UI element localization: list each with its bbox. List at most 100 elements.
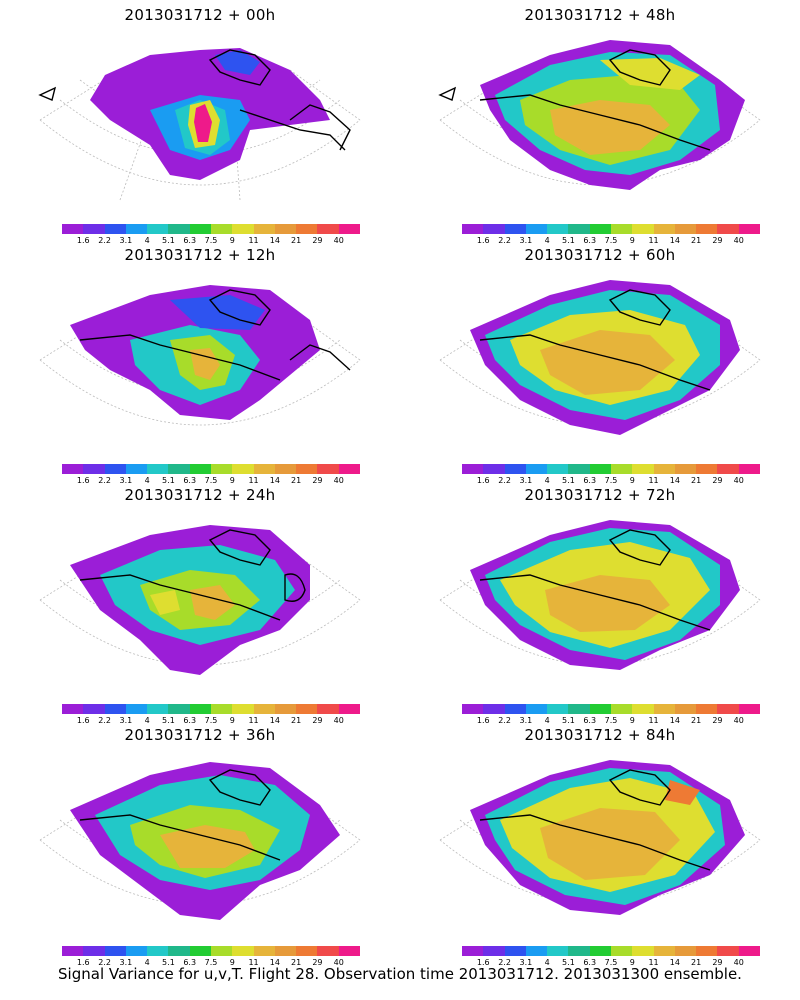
colorbar-tick-label: 2.2 [498, 958, 511, 967]
colorbar-tick-label: 2.2 [498, 716, 511, 725]
colorbar-swatch [317, 946, 339, 956]
colorbar-tick-label: 2.2 [98, 958, 111, 967]
colorbar-swatch [210, 946, 233, 956]
colorbar-swatch [296, 704, 318, 714]
colorbar-tick-label: 1.6 [476, 958, 490, 967]
colorbar-swatch [104, 946, 126, 956]
colorbar-swatch [547, 464, 569, 474]
colorbar-swatch [104, 704, 126, 714]
colorbar-swatch [589, 224, 611, 234]
colorbar-labels: 1.6 2.2 3.1 4 5.1 6.3 7.5 9 11 14 21 29 40 [62, 958, 360, 968]
colorbar-swatch [232, 704, 254, 714]
colorbar-swatch [104, 224, 126, 234]
colorbar-tick-label: 14 [669, 476, 680, 485]
colorbar-swatch [717, 464, 739, 474]
colorbar-tick-label: 4 [144, 958, 150, 967]
colorbar-tick-label: 29 [712, 476, 723, 485]
colorbar-swatch [674, 464, 697, 474]
colorbar-tick-label: 9 [629, 716, 635, 725]
colorbar-tick-label: 1.6 [476, 476, 490, 485]
colorbar-tick-label: 3.1 [119, 958, 133, 967]
colorbar-swatch [125, 464, 148, 474]
colorbar-swatch [189, 704, 211, 714]
colorbar-tick-label: 5.1 [162, 716, 175, 725]
colorbar-swatch [83, 704, 105, 714]
colorbar-tick-label: 14 [669, 716, 680, 725]
colorbar-swatch [610, 946, 633, 956]
colorbar-swatch [674, 946, 697, 956]
colorbar-tick-label: 21 [691, 476, 702, 485]
panel-title: 2013031712 + 72h [524, 486, 676, 504]
colorbar-tick-label: 6.3 [183, 716, 197, 725]
colorbar-swatch [274, 224, 297, 234]
colorbar-swatch [168, 946, 190, 956]
colorbar-swatch [83, 464, 105, 474]
colorbar-tick-label: 2.2 [498, 236, 511, 245]
colorbar-swatch [210, 704, 233, 714]
colorbar-swatch [610, 224, 633, 234]
colorbar-swatch [610, 704, 633, 714]
colorbar-tick-label: 6.3 [583, 476, 597, 485]
figure-caption: Signal Variance for u,v,T. Flight 28. Ob… [58, 965, 742, 983]
colorbar-swatch [232, 464, 254, 474]
map-panel-48h: 2013031712 + 48h 1.6 2.2 3.1 4 5.1 6.3 7.5 9 11 1… [400, 0, 800, 245]
colorbar-swatch [462, 946, 484, 956]
colorbar-tick-label: 21 [691, 716, 702, 725]
colorbar-swatch [717, 224, 739, 234]
colorbar-swatch [483, 464, 505, 474]
colorbar-swatch [696, 946, 718, 956]
map-panel-84h: 2013031712 + 84h 1.6 2.2 3.1 4 5.1 6.3 7.5 9 11 1… [400, 720, 800, 967]
colorbar-tick-label: 1.6 [476, 236, 490, 245]
colorbar-swatch [338, 224, 360, 234]
colorbar-tick-label: 40 [333, 716, 344, 725]
colorbar-tick-label: 7.5 [604, 236, 618, 245]
colorbar-tick-label: 21 [291, 716, 302, 725]
colorbar-swatch [147, 464, 169, 474]
map-panel-12h: 2013031712 + 12h 1.6 2.2 3.1 4 5.1 6.3 7.5 9 11 1… [0, 240, 400, 485]
colorbar-swatch [632, 704, 654, 714]
colorbar-tick-label: 3.1 [519, 236, 533, 245]
colorbar-swatch [253, 946, 275, 956]
colorbar-tick-label: 21 [291, 476, 302, 485]
colorbar-swatch [632, 464, 654, 474]
colorbar-tick-label: 7.5 [604, 476, 618, 485]
colorbar-swatch [62, 946, 84, 956]
colorbar-swatch [738, 704, 760, 714]
colorbar-tick-label: 3.1 [519, 716, 533, 725]
map-panel-72h: 2013031712 + 72h 1.6 2.2 3.1 4 5.1 6.3 7.5 9 11 1… [400, 480, 800, 725]
colorbar-tick-label: 21 [291, 958, 302, 967]
colorbar-swatch [189, 224, 211, 234]
colorbar-swatch [125, 224, 148, 234]
colorbar-swatch [62, 704, 84, 714]
colorbar-tick-label: 11 [248, 716, 259, 725]
colorbar-swatch [125, 946, 148, 956]
colorbar-tick-label: 2.2 [98, 716, 111, 725]
colorbar-swatch [253, 224, 275, 234]
colorbar-swatch [504, 946, 526, 956]
colorbar-swatch [483, 946, 505, 956]
colorbar-tick-label: 14 [669, 236, 680, 245]
colorbar-swatch [317, 224, 339, 234]
colorbar-swatch [338, 704, 360, 714]
colorbar-swatch [317, 464, 339, 474]
colorbar-tick-label: 7.5 [204, 236, 218, 245]
colorbar-tick-label: 4 [144, 236, 150, 245]
colorbar-swatch [147, 224, 169, 234]
colorbar-swatch [232, 224, 254, 234]
colorbar-tick-label: 21 [691, 958, 702, 967]
colorbar-tick-label: 5.1 [562, 958, 575, 967]
colorbar-labels: 1.6 2.2 3.1 4 5.1 6.3 7.5 9 11 14 21 29 40 [62, 476, 360, 486]
variance-map-48h [438, 40, 761, 190]
colorbar-tick-label: 29 [312, 236, 323, 245]
variance-map-00h [38, 48, 361, 201]
colorbar-swatch [696, 224, 718, 234]
colorbar-tick-label: 3.1 [119, 236, 133, 245]
colorbar-tick-label: 29 [712, 958, 723, 967]
colorbar-tick-label: 1.6 [476, 716, 490, 725]
colorbar-tick-label: 11 [248, 476, 259, 485]
colorbar-swatch [296, 464, 318, 474]
colorbar-tick-label: 40 [733, 236, 744, 245]
colorbar-tick-label: 4 [144, 716, 150, 725]
colorbar-swatch [525, 464, 548, 474]
colorbar-tick-label: 9 [229, 236, 235, 245]
